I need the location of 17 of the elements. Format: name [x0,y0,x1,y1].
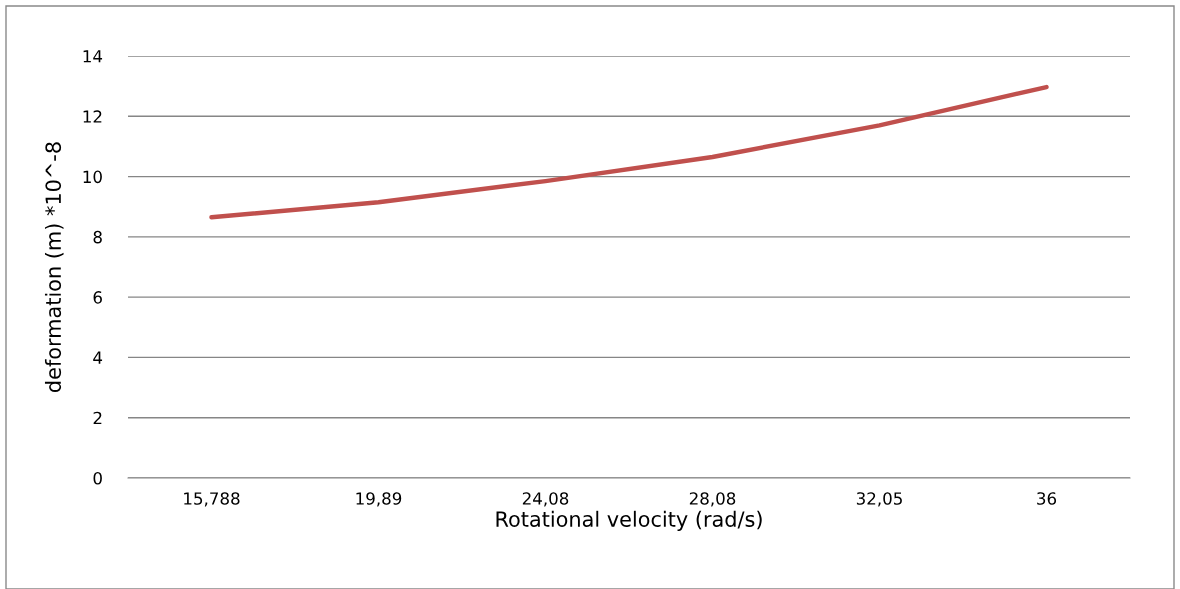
y-tick-label: 8 [93,230,102,244]
x-tick-label: 19,89 [356,492,402,507]
y-tick-label: 0 [93,471,102,485]
x-tick-label: 36 [1037,492,1057,505]
y-tick-label: 4 [93,351,103,364]
y-axis-title: deformation (m) *10^-8 [44,142,64,392]
line-series [209,84,1049,220]
y-tick-label: 10 [83,170,102,184]
y-tick-label: 12 [83,110,102,123]
y-tick-label: 2 [93,411,102,425]
y-tick-label: 14 [83,50,103,63]
y-tick-label: 6 [93,291,102,304]
x-tick-label: 24,08 [522,492,569,507]
x-tick-label: 32,05 [856,492,902,507]
x-tick-label: 28,08 [689,492,736,507]
x-tick-label: 15,788 [184,492,240,507]
x-axis-title: Rotational velocity (rad/s) [496,510,762,531]
